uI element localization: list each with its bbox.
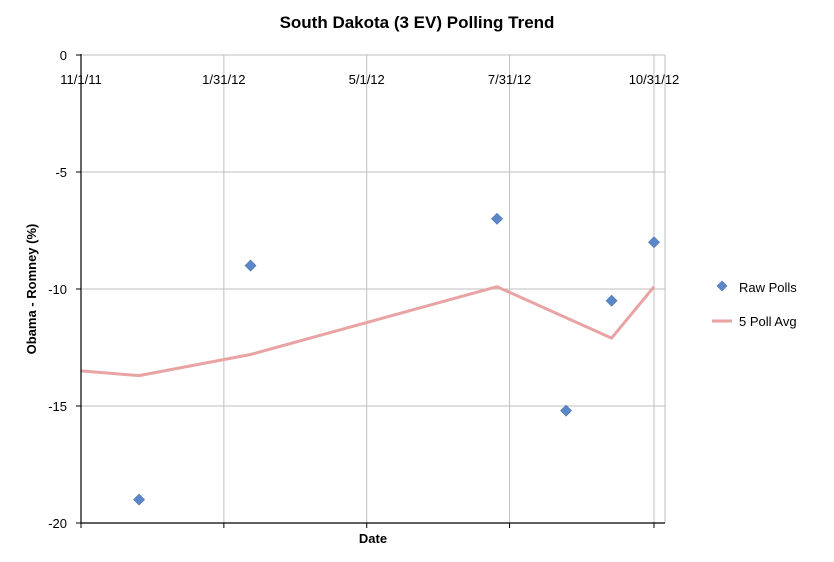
legend-label: Raw Polls	[739, 280, 797, 295]
y-tick-label: 0	[60, 48, 67, 63]
gridlines	[81, 54, 666, 523]
average-line-layer	[80, 285, 656, 378]
x-tick-label: 1/31/12	[202, 72, 245, 87]
y-tick-label: -15	[48, 399, 67, 414]
raw-poll-point	[560, 404, 573, 417]
tick-labels: 0 -5 -10 -15 -20 11/1/11 1/31/12 5/1/12 7/31/12 1…	[48, 48, 679, 531]
chart-title: South Dakota (3 EV) Polling Trend	[280, 13, 555, 32]
raw-poll-point	[133, 493, 146, 506]
x-tick-label: 7/31/12	[488, 72, 531, 87]
x-tick-label: 10/31/12	[629, 72, 680, 87]
x-axis-label: Date	[359, 531, 387, 546]
y-tick-label: -10	[48, 282, 67, 297]
raw-poll-point	[605, 294, 618, 307]
raw-poll-point	[244, 259, 257, 272]
raw-poll-point	[648, 236, 660, 249]
y-tick-label: -20	[48, 516, 67, 531]
legend-label: 5 Poll Avg	[739, 314, 797, 329]
raw-polls-layer	[133, 212, 660, 506]
axes	[76, 54, 665, 528]
x-tick-label: 11/1/11	[60, 72, 101, 87]
legend-diamond-swatch	[716, 280, 728, 292]
y-axis-label: Obama - Romney (%)	[24, 224, 39, 355]
raw-poll-point	[491, 212, 503, 225]
y-tick-label: -5	[55, 165, 67, 180]
avg-line	[80, 285, 656, 378]
legend: Raw Polls 5 Poll Avg	[712, 280, 797, 329]
x-tick-label: 5/1/12	[349, 72, 385, 87]
